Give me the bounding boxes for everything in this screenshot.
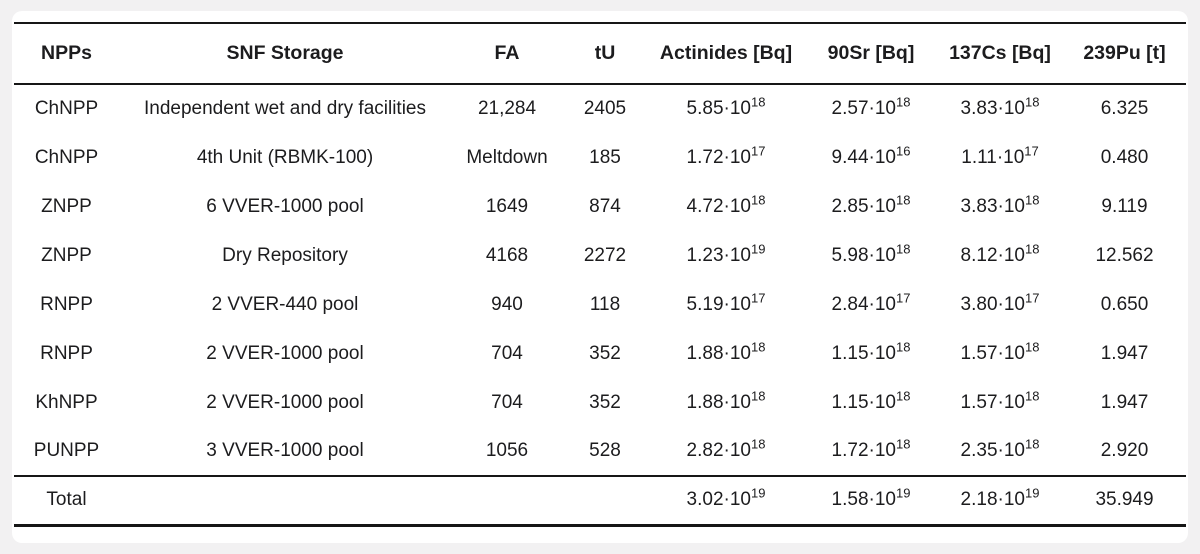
table-row: KhNPP 2 VVER-1000 pool 704 352 1.88·1018 1.15… xyxy=(14,378,1186,427)
cell: 2.82·1018 xyxy=(686,436,766,461)
cell: 185 xyxy=(589,146,621,168)
cell: 2 VVER-1000 pool xyxy=(206,391,364,413)
cell: 704 xyxy=(491,342,523,364)
cell: 5.85·1018 xyxy=(686,94,766,119)
cell: ChNPP xyxy=(34,146,99,168)
cell: 2405 xyxy=(583,98,627,119)
cell: 2.920 xyxy=(1100,440,1149,461)
cell: 2.35·1018 xyxy=(960,436,1040,461)
cell: 3.80·1017 xyxy=(960,290,1040,315)
cell: 3.83·1018 xyxy=(960,94,1040,119)
cell: 4168 xyxy=(485,244,529,266)
cell: 1.57·1018 xyxy=(960,339,1040,364)
snf-storage-table: NPPs SNF Storage FA tU Actinides [Bq] 90… xyxy=(14,22,1186,527)
cell: 1.947 xyxy=(1100,391,1149,413)
cell: 118 xyxy=(589,293,621,315)
cell: 0.650 xyxy=(1100,293,1149,315)
cell: Meltdown xyxy=(466,146,548,168)
table-row: RNPP 2 VVER-1000 pool 704 352 1.88·1018 1.15·… xyxy=(14,329,1186,378)
col-header-tu: tU xyxy=(563,23,647,85)
cell: 12.562 xyxy=(1095,244,1154,266)
col-header-npps: NPPs xyxy=(14,23,119,85)
cell: 3.83·1018 xyxy=(960,192,1040,217)
total-cell xyxy=(451,475,563,525)
cell: RNPP xyxy=(40,293,93,315)
cell: 1.15·1018 xyxy=(831,388,911,413)
table-row: ChNPP 4th Unit (RBMK-100) Meltdown 185 1.72·… xyxy=(14,133,1186,182)
cell: 4th Unit (RBMK-100) xyxy=(196,146,374,168)
cell: 9.119 xyxy=(1101,195,1148,217)
cell: 4.72·1018 xyxy=(686,192,766,217)
cell: PUNPP xyxy=(33,440,100,461)
cell: 940 xyxy=(491,293,523,315)
cell: 1.88·1018 xyxy=(686,388,766,413)
total-cell: 2.18·1019 xyxy=(937,475,1063,525)
cell: 2.57·1018 xyxy=(831,94,911,119)
total-cell xyxy=(563,475,647,525)
table-row: ChNPP Independent wet and dry facilities 2… xyxy=(14,84,1186,133)
cell: 704 xyxy=(491,391,523,413)
col-header-239pu: 239Pu [t] xyxy=(1063,23,1186,85)
table-row: PUNPP 3 VVER-1000 pool 1056 528 2.82·1018 1.7… xyxy=(14,427,1186,476)
cell: 9.44·1016 xyxy=(831,143,911,168)
table-body: ChNPP Independent wet and dry facilities 2… xyxy=(14,84,1186,476)
cell: 1.15·1018 xyxy=(831,339,911,364)
total-cell: 1.58·1019 xyxy=(805,475,937,525)
cell: 2.84·1017 xyxy=(831,290,911,315)
cell: 21,284 xyxy=(477,98,537,119)
cell: 0.480 xyxy=(1100,146,1149,168)
cell: 1056 xyxy=(485,440,529,461)
table-row: ZNPP Dry Repository 4168 2272 1.23·1019 5.98·… xyxy=(14,231,1186,280)
cell: 3 VVER-1000 pool xyxy=(206,440,364,461)
col-header-snf-storage: SNF Storage xyxy=(119,23,451,85)
col-header-actinides: Actinides [Bq] xyxy=(647,23,805,85)
total-cell: 35.949 xyxy=(1063,475,1186,525)
header-row: NPPs SNF Storage FA tU Actinides [Bq] 90… xyxy=(14,23,1186,85)
cell: 1.88·1018 xyxy=(686,339,766,364)
cell: Independent wet and dry facilities xyxy=(143,98,426,119)
cell: KhNPP xyxy=(35,391,98,413)
cell: 2 VVER-1000 pool xyxy=(206,342,364,364)
cell: 8.12·1018 xyxy=(960,241,1040,266)
total-cell xyxy=(119,475,451,525)
cell: Dry Repository xyxy=(222,244,348,266)
cell: 352 xyxy=(589,391,621,413)
cell: ZNPP xyxy=(41,244,92,266)
cell: 2272 xyxy=(583,244,627,266)
cell: 6.325 xyxy=(1100,98,1149,119)
col-header-fa: FA xyxy=(451,23,563,85)
cell: 6 VVER-1000 pool xyxy=(206,195,364,217)
col-header-90sr: 90Sr [Bq] xyxy=(805,23,937,85)
cell: RNPP xyxy=(40,342,93,364)
cell: 1.23·1019 xyxy=(686,241,766,266)
cell: 1.11·1017 xyxy=(961,143,1039,168)
cell: 1.72·1017 xyxy=(686,143,766,168)
cell: 2 VVER-440 pool xyxy=(211,293,359,315)
cell: 5.19·1017 xyxy=(686,290,766,315)
cell: 874 xyxy=(589,195,621,217)
cell: 528 xyxy=(589,440,621,461)
table-panel: NPPs SNF Storage FA tU Actinides [Bq] 90… xyxy=(12,11,1188,543)
total-row: Total 3.02·1019 1.58·1019 2.18·1019 35.9… xyxy=(14,475,1186,525)
table-row: RNPP 2 VVER-440 pool 940 118 5.19·1017 2.84·1… xyxy=(14,280,1186,329)
cell: 1.72·1018 xyxy=(831,436,911,461)
cell: 5.98·1018 xyxy=(831,241,911,266)
cell: 2.85·1018 xyxy=(831,192,911,217)
table-row: ZNPP 6 VVER-1000 pool 1649 874 4.72·1018 2.85… xyxy=(14,182,1186,231)
cell: 1.947 xyxy=(1100,342,1149,364)
total-cell: 3.02·1019 xyxy=(647,475,805,525)
col-header-137cs: 137Cs [Bq] xyxy=(937,23,1063,85)
cell: ChNPP xyxy=(34,98,99,119)
cell: 1649 xyxy=(485,195,529,217)
cell: ZNPP xyxy=(41,195,92,217)
cell: 1.57·1018 xyxy=(960,388,1040,413)
cell: 352 xyxy=(589,342,621,364)
total-label: Total xyxy=(14,475,119,525)
